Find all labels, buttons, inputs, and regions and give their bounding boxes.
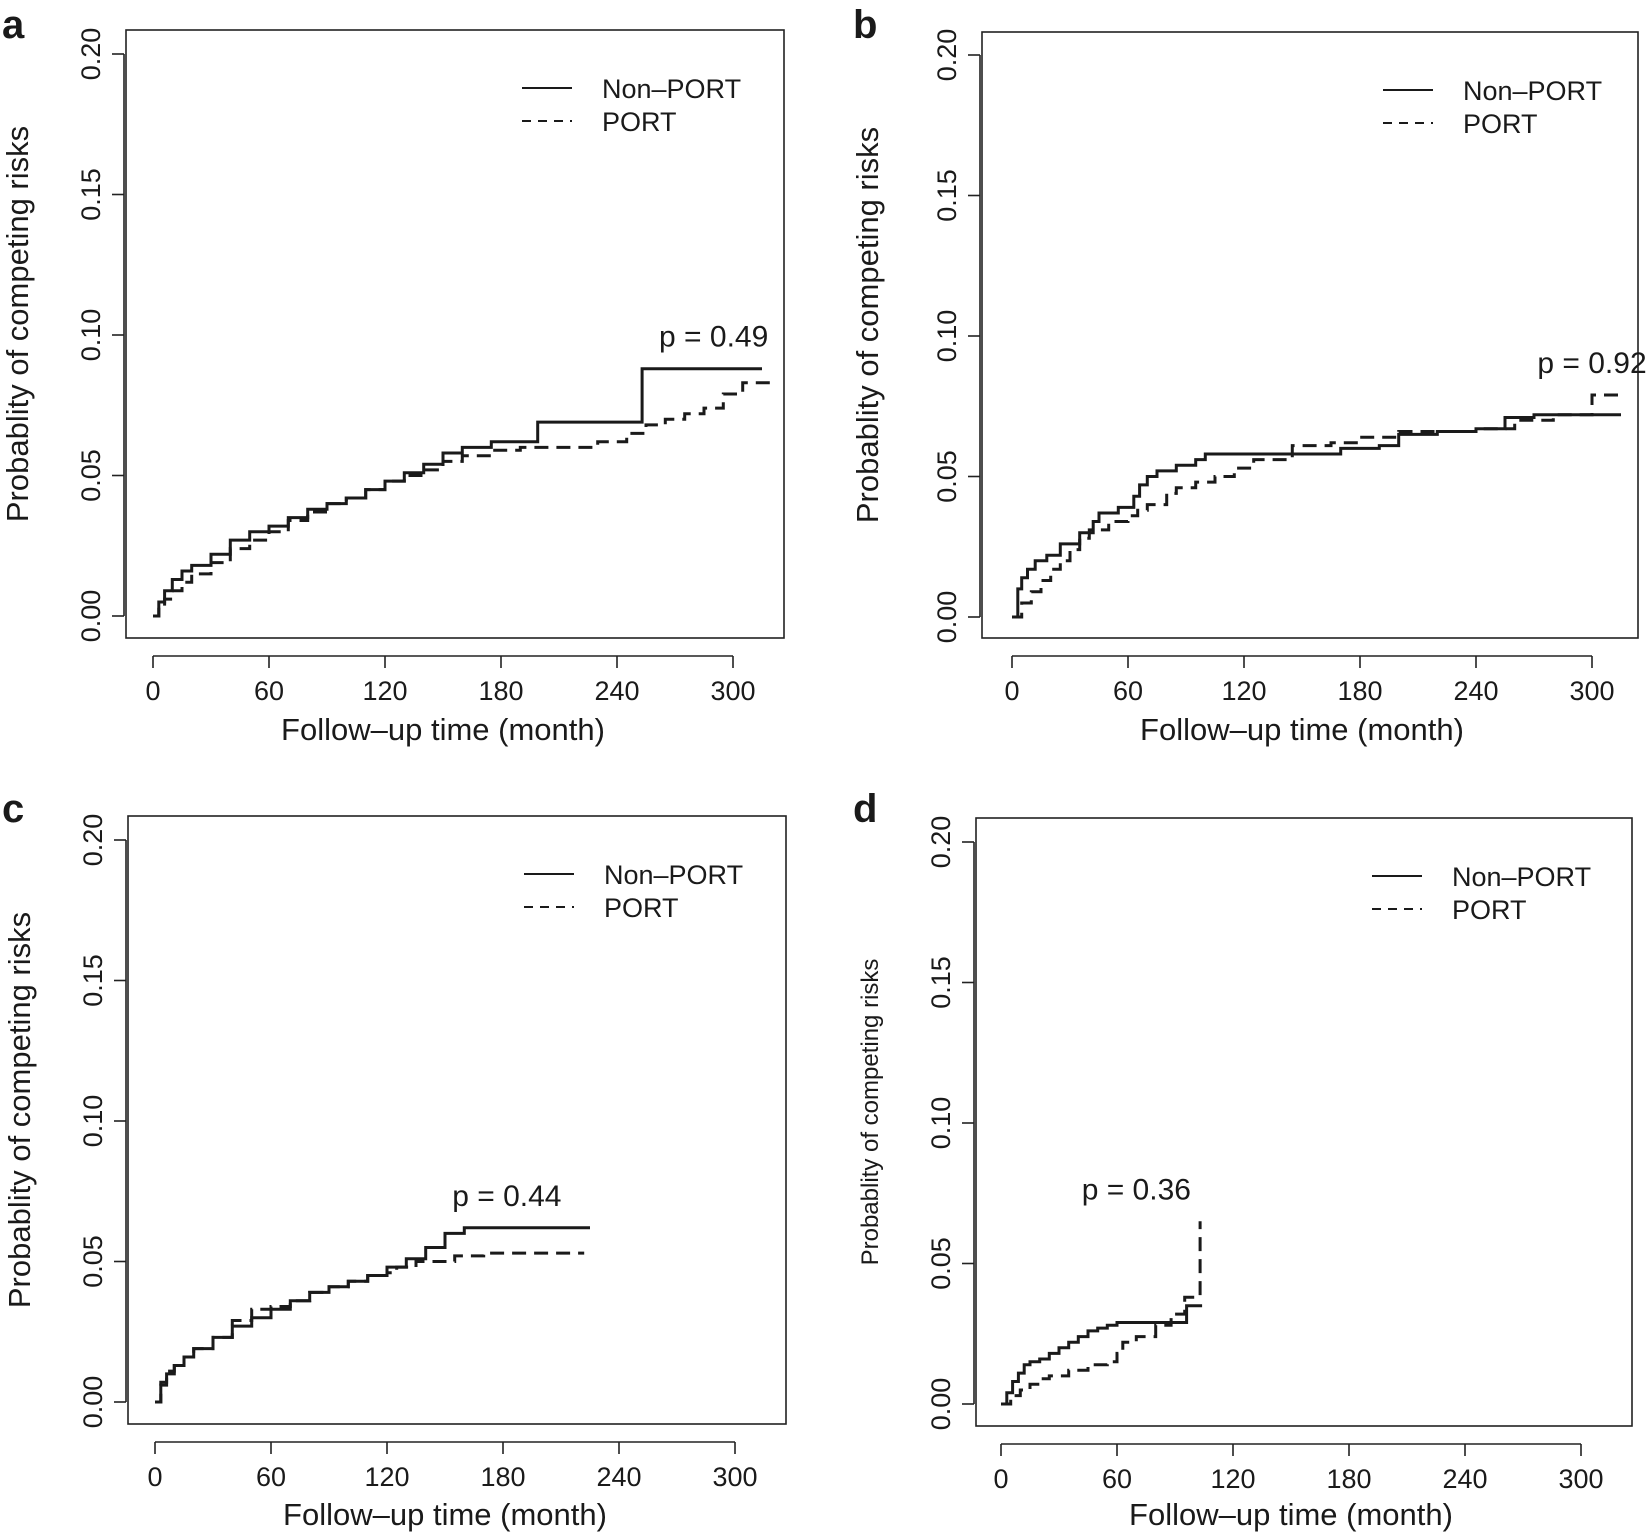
y-tick-label: 0.05 <box>926 1237 956 1290</box>
legend-label: PORT <box>604 893 679 923</box>
p-value-annotation: p = 0.49 <box>659 321 768 354</box>
legend-label: Non–PORT <box>1452 862 1591 892</box>
panel-letter: d <box>853 787 877 831</box>
x-tick-label: 0 <box>147 1462 162 1492</box>
y-tick-label: 0.00 <box>932 591 962 644</box>
x-tick-label: 300 <box>712 1462 757 1492</box>
x-axis-title: Follow–up time (month) <box>1129 1497 1453 1532</box>
panel-b-chart: b 0 60 120 180 240 300 0.00 0.05 0.10 0.15 0.20 Foll… <box>850 3 1646 747</box>
y-tick-label: 0.10 <box>926 1097 956 1150</box>
p-value-annotation: p = 0.36 <box>1082 1173 1191 1206</box>
series-port-line <box>1012 393 1621 619</box>
x-tick-label: 240 <box>1453 676 1498 706</box>
y-tick-label: 0.20 <box>932 29 962 82</box>
y-tick-label: 0.05 <box>76 449 106 502</box>
x-tick-label: 120 <box>1221 676 1266 706</box>
x-tick-label: 240 <box>594 676 639 706</box>
x-tick-label: 0 <box>993 1464 1008 1494</box>
y-tick-label: 0.15 <box>926 956 956 1009</box>
y-tick-label: 0.00 <box>78 1376 108 1429</box>
panel-d-chart: d 0 60 120 180 240 300 0.00 0.05 0.10 0.15 0.20 Foll… <box>853 787 1633 1532</box>
y-tick-label: 0.00 <box>926 1378 956 1431</box>
series-non-port-line <box>1012 413 1621 619</box>
y-tick-label: 0.10 <box>932 310 962 363</box>
plot-frame <box>127 815 787 1425</box>
x-tick-label: 60 <box>254 676 284 706</box>
y-tick-label: 0.20 <box>76 28 106 81</box>
y-tick-label: 0.15 <box>932 169 962 222</box>
series-non-port-line <box>153 367 762 618</box>
panel-letter: a <box>2 3 25 47</box>
x-tick-label: 240 <box>1442 1464 1487 1494</box>
x-tick-label: 180 <box>480 1462 525 1492</box>
y-tick-label: 0.05 <box>932 450 962 503</box>
x-tick-label: 300 <box>1558 1464 1603 1494</box>
x-axis-title: Follow–up time (month) <box>283 1497 607 1532</box>
x-tick-label: 60 <box>256 1462 286 1492</box>
x-tick-label: 120 <box>362 676 407 706</box>
legend-label: PORT <box>602 107 677 137</box>
x-tick-label: 120 <box>364 1462 409 1492</box>
x-tick-label: 60 <box>1102 1464 1132 1494</box>
legend-label: Non–PORT <box>604 860 743 890</box>
panel-c-chart: c 0 60 120 180 240 300 0.00 0.05 0.10 0.15 0.20 Foll… <box>2 787 787 1532</box>
y-tick-label: 0.05 <box>78 1235 108 1288</box>
x-tick-label: 180 <box>478 676 523 706</box>
x-tick-label: 180 <box>1337 676 1382 706</box>
y-axis-title: Probablity of competing risks <box>2 912 37 1308</box>
panel-letter: c <box>2 787 24 831</box>
y-tick-label: 0.10 <box>76 309 106 362</box>
series-port-line <box>153 381 772 618</box>
x-axis-title: Follow–up time (month) <box>1140 712 1464 747</box>
y-tick-label: 0.20 <box>78 814 108 867</box>
y-tick-label: 0.15 <box>76 168 106 221</box>
y-tick-label: 0.00 <box>76 590 106 643</box>
plot-frame <box>125 29 785 639</box>
x-tick-label: 300 <box>1569 676 1614 706</box>
series-port-line <box>1001 1221 1202 1406</box>
x-axis-title: Follow–up time (month) <box>281 712 605 747</box>
p-value-annotation: p = 0.44 <box>452 1180 561 1213</box>
y-tick-label: 0.15 <box>78 954 108 1007</box>
plot-frame <box>975 817 1633 1427</box>
y-axis-title: Probablity of competing risks <box>857 959 884 1266</box>
y-tick-label: 0.10 <box>78 1095 108 1148</box>
y-tick-label: 0.20 <box>926 816 956 869</box>
legend-label: Non–PORT <box>602 74 741 104</box>
x-tick-label: 180 <box>1326 1464 1371 1494</box>
panel-a-chart: a 0 60 120 180 240 300 0.00 0.05 0.10 0.15 0.20 Foll… <box>0 3 785 747</box>
plot-frame <box>981 31 1639 639</box>
x-tick-label: 240 <box>596 1462 641 1492</box>
x-tick-label: 60 <box>1113 676 1143 706</box>
legend-label: PORT <box>1452 895 1527 925</box>
y-axis-title: Probablity of competing risks <box>850 127 885 523</box>
p-value-annotation: p = 0.92 <box>1537 347 1646 380</box>
panel-letter: b <box>853 3 877 47</box>
x-tick-label: 0 <box>1004 676 1019 706</box>
x-tick-label: 300 <box>710 676 755 706</box>
series-port-line <box>155 1251 585 1404</box>
series-non-port-line <box>1001 1304 1203 1406</box>
x-tick-label: 120 <box>1210 1464 1255 1494</box>
x-tick-label: 0 <box>145 676 160 706</box>
legend-label: PORT <box>1463 109 1538 139</box>
legend-label: Non–PORT <box>1463 76 1602 106</box>
y-axis-title: Probablity of competing risks <box>0 126 35 522</box>
